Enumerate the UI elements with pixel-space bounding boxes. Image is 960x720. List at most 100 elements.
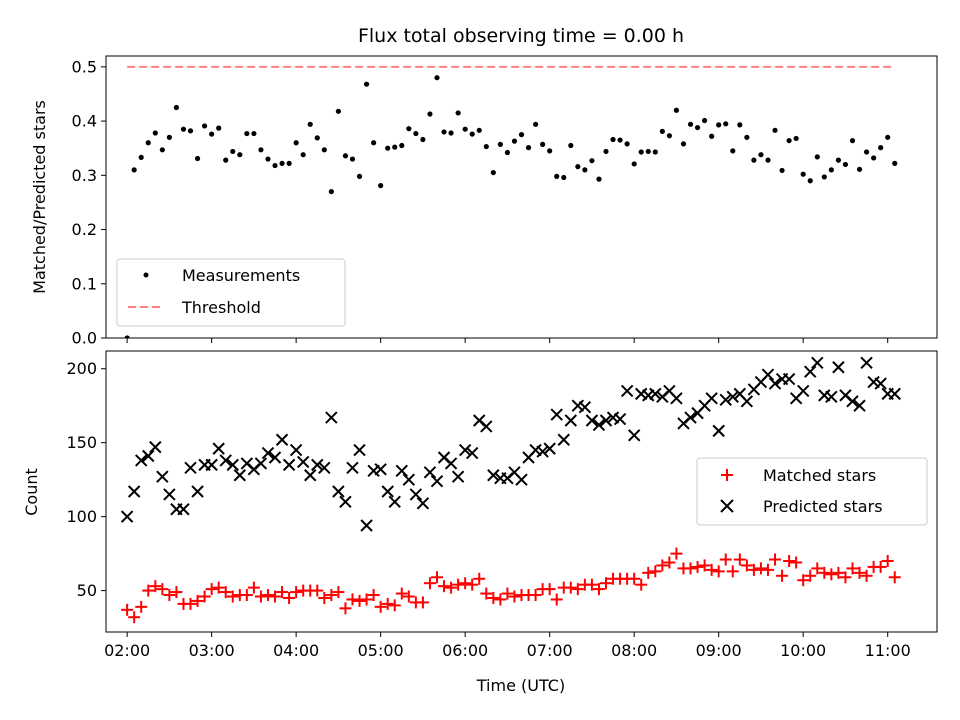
predicted-stars-point [768,377,782,390]
y-tick-label: 0.2 [72,220,97,239]
matched-stars-point [825,568,838,581]
measurements-point [258,147,264,153]
legend-marker-predicted [720,499,734,513]
measurements-point [828,167,834,173]
measurements-point [385,145,391,151]
matched-stars-point [571,583,584,596]
predicted-stars-point [318,461,331,475]
predicted-stars-point [719,393,732,407]
matched-stars-point [438,580,451,593]
legend-ratio: Measurements Threshold [116,258,346,327]
matched-stars-point [261,589,274,602]
measurements-point [504,149,511,156]
matched-stars-point [754,562,767,575]
measurements-point [434,75,440,81]
measurements-point [406,126,412,132]
matched-stars-point [811,562,824,575]
measurements-point [173,104,180,111]
measurements-point [335,108,341,114]
matched-stars-point [290,586,303,599]
predicted-stars-point [599,414,613,427]
matched-stars-point [212,581,225,594]
matched-stars-point [691,560,704,573]
matched-stars-point [832,566,845,579]
matched-stars-point [402,590,415,603]
matched-stars-point [656,559,669,572]
measurements-point [230,148,236,155]
predicted-stars-point [726,390,739,404]
predicted-stars-point [515,473,528,486]
predicted-stars-point [219,454,232,467]
matched-stars-point [254,590,267,603]
measurements-point [603,148,609,155]
measurements-point [349,156,356,162]
measurements-point [462,126,468,132]
measurements-point [272,162,278,169]
matched-stars-point [339,602,352,615]
x-tick-label: 06:00 [442,641,488,660]
matched-stars-point [592,583,605,596]
measurements-point [596,176,602,182]
matched-stars-point [276,586,289,599]
matched-stars-point [226,590,239,603]
measurements-point [835,157,842,163]
predicted-stars-point [374,463,387,476]
x-tick-label: 02:00 [104,641,150,660]
predicted-stars-point [444,457,458,470]
predicted-stars-point [557,433,570,446]
matched-stars-point [719,553,732,566]
predicted-stars-point [304,469,317,482]
predicted-stars-point [796,384,810,398]
predicted-stars-point [761,368,775,381]
measurements-point [138,154,144,161]
predicted-stars-point [289,443,303,457]
measurements-point [328,188,334,195]
predicted-stars-point [458,443,472,457]
measurements-point [180,126,187,132]
predicted-stars-point [874,377,887,390]
measurements-point [145,140,151,146]
predicted-stars-point [261,446,275,460]
matched-stars-point [663,556,676,569]
measurements-point [687,121,694,127]
measurements-point [666,133,672,139]
measurements-point [201,123,208,129]
x-tick-label: 04:00 [273,641,319,660]
measurements-point [863,149,870,155]
predicted-stars-point [381,485,394,498]
legend-label-matched: Matched stars [763,466,876,485]
matched-stars-point [804,569,817,582]
measurements-point [723,121,729,127]
matched-stars-point [860,569,873,582]
measurements-point [363,81,370,87]
measurements-point [702,117,708,124]
predicted-stars-point [592,418,606,432]
predicted-stars-point [712,424,725,438]
chart-title: Flux total observing time = 0.00 h [358,25,684,47]
predicted-stars-point [339,495,352,509]
y-tick-label: 50 [77,581,97,600]
predicted-stars-point [853,399,866,412]
matched-stars-point [480,587,493,600]
measurements-point [392,144,398,150]
measurements-point [694,124,701,131]
measurements-point [469,131,475,137]
axes-ratio: 0.0 0.1 0.2 0.3 0.4 0.5 [72,55,938,348]
x-tick-label: 03:00 [189,641,235,660]
measurements-point [631,161,637,167]
measurements-point [575,164,581,170]
measurements-point [131,167,137,173]
x-tick-label: 05:00 [358,641,404,660]
predicted-stars-point [564,414,578,427]
matched-stars-point [466,578,479,591]
matched-stars-point [367,589,380,602]
measurements-point [758,152,764,158]
measurements-point [807,178,813,184]
matched-stars-point [508,590,521,603]
predicted-stars-point [627,429,641,442]
matched-stars-point [128,611,141,624]
x-tick-label: 08:00 [611,641,657,660]
measurements-point [624,141,630,147]
predicted-stars-point [325,411,338,424]
axes-frame [105,350,938,633]
